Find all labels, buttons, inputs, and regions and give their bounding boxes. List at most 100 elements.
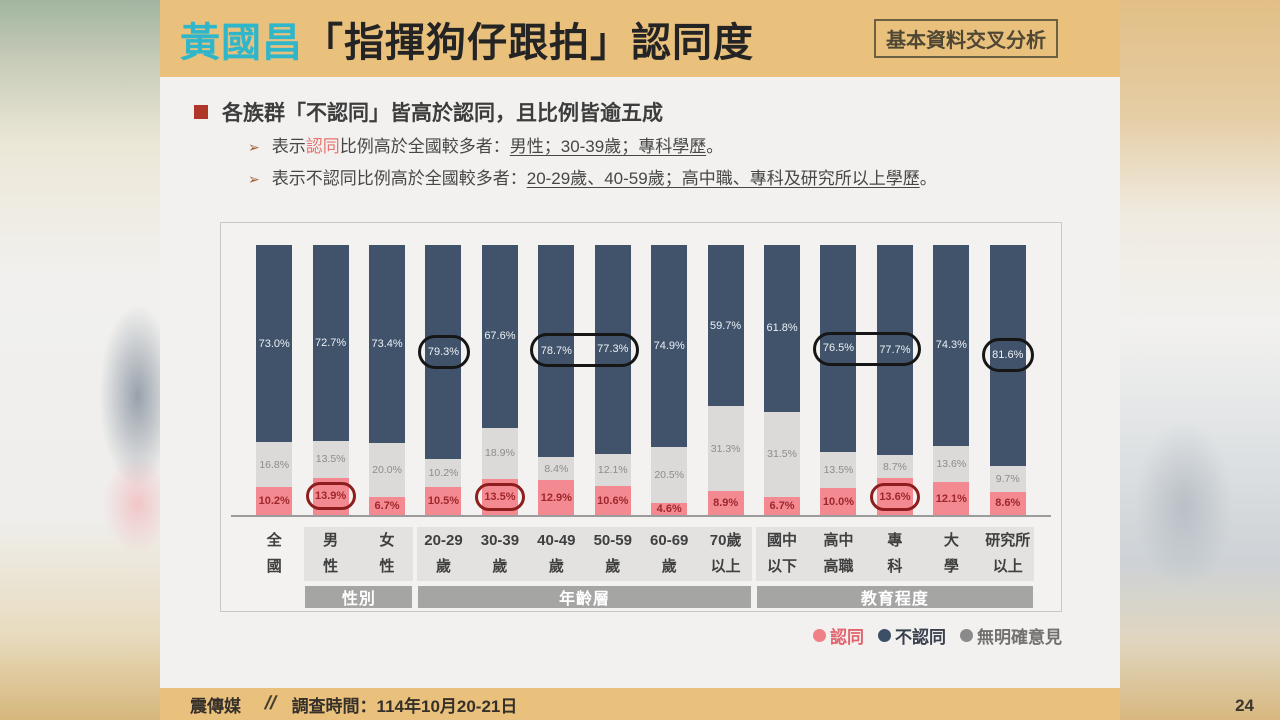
segment-value-label: 10.5% — [427, 494, 460, 507]
bar-column: 61.8% 31.5% 6.7% — [754, 245, 810, 515]
stacked-bar: 67.6% 18.9% 13.5% — [481, 245, 518, 515]
segment-value-label: 12.1% — [597, 464, 628, 477]
category-label: 20-29 歲 — [424, 532, 463, 575]
bar-segment-neutral: 31.3% — [707, 406, 744, 491]
legend-label: 認同 — [830, 628, 864, 647]
legend-item: 無明確意見 — [960, 623, 1062, 648]
bar-column: 59.7% 31.3% 8.9% — [697, 245, 753, 515]
category-label: 70歲 以上 — [709, 532, 742, 575]
bar-segment-disagree: 67.6% — [481, 245, 518, 428]
bar-segment-neutral: 16.8% — [256, 442, 293, 488]
category-label: 50-59 歲 — [593, 532, 632, 575]
bar-segment-neutral: 8.4% — [538, 457, 575, 481]
category-label: 大學 — [943, 532, 959, 575]
bar-column: 67.6% 18.9% 13.5% — [472, 245, 528, 515]
stacked-bar: 73.0% 16.8% 10.2% — [256, 245, 293, 515]
segment-value-label: 16.8% — [259, 458, 290, 471]
segment-value-label: 10.2% — [258, 495, 290, 508]
segment-value-label: 8.7% — [882, 460, 907, 473]
segment-value-label: 8.4% — [544, 462, 569, 475]
segment-value-label: 74.9% — [653, 340, 685, 353]
segment-value-label: 6.7% — [374, 499, 400, 512]
chart-plot: 73.0% 16.8% 10.2% 72.7% 13.5% 13.9% 73.4% 20.0%… — [246, 245, 1036, 516]
summary-headline-text: 各族群「不認同」皆高於認同，且比例皆逾五成 — [222, 102, 663, 125]
stacked-bar: 73.4% 20.0% 6.7% — [369, 245, 406, 516]
bar-segment-agree: 10.0% — [820, 488, 857, 515]
bar-segment-neutral: 18.9% — [481, 427, 518, 479]
bar-segment-neutral: 9.7% — [989, 465, 1026, 492]
bar-segment-disagree: 81.6% — [989, 245, 1026, 466]
stacked-bar: 74.9% 20.5% 4.6% — [651, 245, 688, 515]
sub-bullet: ➢ 表示認同比例高於全國較多者：男性；30-39歲；專科學歷。 — [248, 135, 937, 159]
stacked-bar: 78.7% 8.4% 12.9% — [538, 245, 575, 515]
bar-segment-disagree: 78.7% — [538, 245, 575, 458]
legend-dot-icon — [878, 629, 891, 642]
bar-column: 81.6% 9.7% 8.6% — [980, 245, 1036, 516]
segment-value-label: 4.6% — [656, 502, 682, 515]
title-highlight: 黃國昌 — [180, 20, 303, 65]
legend-label: 無明確意見 — [977, 628, 1062, 647]
stacked-bar: 81.6% 9.7% 8.6% — [989, 245, 1026, 516]
segment-value-label: 20.5% — [654, 468, 685, 481]
bar-segment-neutral: 8.7% — [876, 454, 913, 479]
blurred-left-margin — [0, 0, 160, 720]
segment-value-label: 13.6% — [936, 457, 967, 470]
category-label: 女性 — [379, 532, 395, 575]
bar-segment-disagree: 73.0% — [256, 245, 293, 443]
bar-segment-agree: 12.9% — [538, 480, 575, 515]
bar-segment-agree: 4.6% — [651, 502, 688, 515]
legend-label: 不認同 — [895, 628, 946, 647]
page-number: 24 — [1235, 696, 1254, 715]
stacked-bar: 61.8% 31.5% 6.7% — [764, 245, 801, 515]
segment-value-label: 76.5% — [822, 342, 855, 355]
category-label: 30-39 歲 — [480, 532, 520, 575]
category-label: 60-69 歲 — [650, 532, 689, 575]
bar-segment-agree: 12.1% — [933, 482, 970, 515]
bar-column: 74.3% 13.6% 12.1% — [923, 245, 979, 515]
arrow-bullet-icon: ➢ — [248, 139, 260, 155]
segment-value-label: 77.7% — [879, 343, 911, 356]
bar-segment-neutral: 20.5% — [651, 447, 688, 503]
bar-column: 79.3% 10.2% 10.5% — [415, 245, 471, 515]
x-axis-line — [231, 515, 1051, 517]
title-rest: 「指揮狗仔跟拍」認同度 — [303, 20, 754, 65]
bar-column: 77.3% 12.1% 10.6% — [585, 245, 641, 515]
segment-value-label: 31.5% — [767, 448, 797, 461]
category-label: 男性 — [323, 532, 339, 575]
bar-segment-agree: 6.7% — [764, 496, 801, 515]
group-label-background — [417, 527, 752, 581]
sub-bullet-text: 表示認同比例高於全國較多者：男性；30-39歲；專科學歷。 — [271, 137, 724, 156]
bar-segment-agree: 13.9% — [312, 477, 349, 515]
category-label: 全國 — [266, 532, 282, 575]
bar-column: 74.9% 20.5% 4.6% — [641, 245, 697, 515]
segment-value-label: 20.0% — [372, 463, 402, 476]
segment-value-label: 13.6% — [879, 490, 911, 503]
group-band: 年齡層 — [418, 586, 751, 608]
bar-segment-agree: 6.7% — [369, 496, 406, 516]
category-labels: 全國男性女性 20-29 歲 30-39 歲 40-49 歲 50-59 歲 60-69 歲 70歲以… — [246, 527, 1036, 581]
stacked-bar: 59.7% 31.3% 8.9% — [707, 245, 744, 515]
segment-value-label: 10.6% — [597, 494, 629, 507]
bullet-square-icon — [194, 105, 208, 119]
slide: 黃國昌「指揮狗仔跟拍」認同度 基本資料交叉分析 各族群「不認同」皆高於認同，且比… — [160, 0, 1120, 720]
legend-dot-icon — [960, 629, 973, 642]
sub-bullet: ➢ 表示不認同比例高於全國較多者：20-29歲、40-59歲；高中職、專科及研究所… — [248, 167, 937, 191]
bar-segment-disagree: 61.8% — [764, 245, 801, 412]
bar-segment-agree: 13.6% — [876, 478, 913, 515]
group-bands: 性別 年齡層 教育程度 — [246, 586, 1036, 608]
bar-segment-agree: 8.9% — [707, 490, 744, 515]
chart-legend: 認同 不認同 無明確意見 — [813, 623, 1062, 648]
bar-segment-neutral: 13.5% — [312, 441, 349, 478]
slide-content: 各族群「不認同」皆高於認同，且比例皆逾五成 ➢ 表示認同比例高於全國較多者：男性；… — [160, 77, 1120, 688]
stacked-bar: 77.3% 12.1% 10.6% — [594, 245, 631, 515]
segment-value-label: 79.3% — [427, 346, 460, 359]
bar-segment-disagree: 76.5% — [820, 245, 857, 452]
segment-value-label: 78.7% — [540, 345, 572, 358]
segment-value-label: 13.9% — [315, 490, 347, 503]
page-title: 黃國昌「指揮狗仔跟拍」認同度 — [180, 10, 754, 68]
bar-segment-neutral: 13.5% — [820, 451, 857, 488]
summary-headline: 各族群「不認同」皆高於認同，且比例皆逾五成 — [194, 97, 663, 127]
stacked-bar: 77.7% 8.7% 13.6% — [876, 245, 913, 515]
bar-segment-neutral: 13.6% — [933, 445, 970, 483]
legend-item: 認同 — [813, 623, 864, 648]
